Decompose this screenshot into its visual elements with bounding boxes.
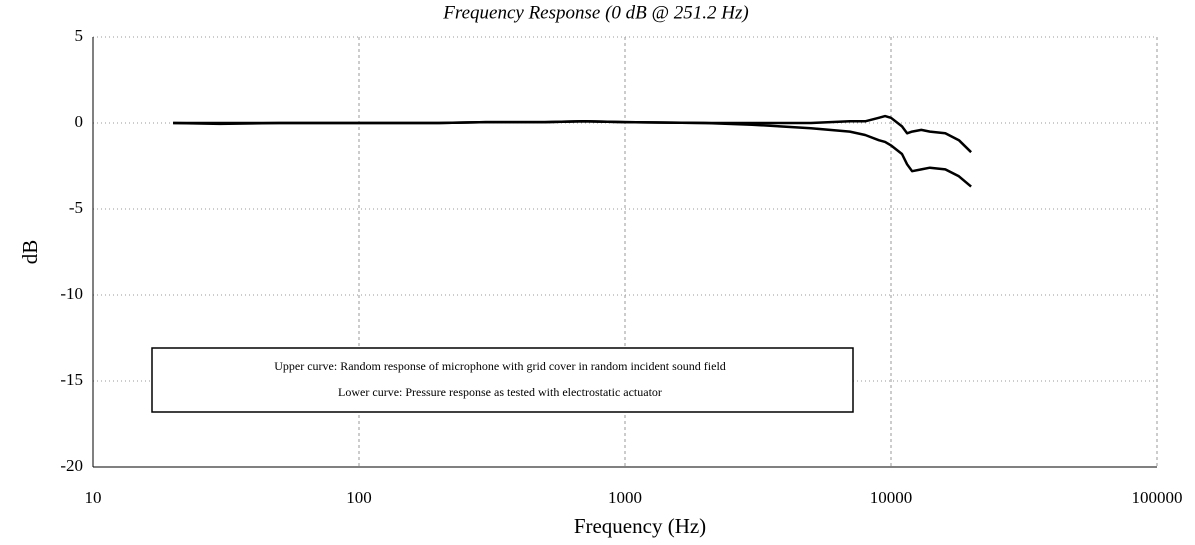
y-axis-label: dB bbox=[18, 240, 42, 265]
x-tick-label: 10 bbox=[85, 488, 102, 507]
x-tick-label: 100 bbox=[346, 488, 372, 507]
x-tick-label: 100000 bbox=[1132, 488, 1183, 507]
annotation: Upper curve: Random response of micropho… bbox=[274, 359, 726, 373]
x-tick-label: 1000 bbox=[608, 488, 642, 507]
x-tick-label: 10000 bbox=[870, 488, 913, 507]
x-axis-label: Frequency (Hz) bbox=[574, 514, 706, 538]
annotation: Lower curve: Pressure response as tested… bbox=[338, 385, 662, 399]
line-series bbox=[173, 120, 972, 188]
chart-title: Frequency Response (0 dB @ 251.2 Hz) bbox=[442, 2, 748, 23]
y-tick-label: -20 bbox=[60, 456, 83, 475]
annotation-box bbox=[151, 347, 854, 413]
y-tick-label: 0 bbox=[75, 112, 84, 131]
y-tick-label: -15 bbox=[60, 370, 83, 389]
y-tick-label: 5 bbox=[75, 26, 84, 45]
y-tick-label: -5 bbox=[69, 198, 83, 217]
y-tick-label: -10 bbox=[60, 284, 83, 303]
